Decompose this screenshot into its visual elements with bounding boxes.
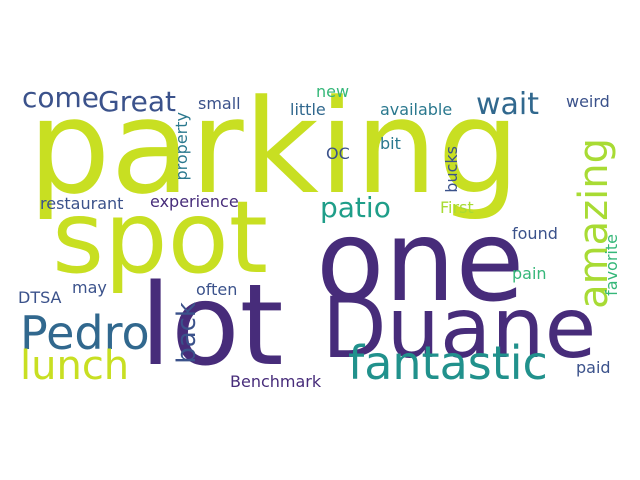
- word-spot: spot: [52, 179, 268, 296]
- word-little: little: [290, 100, 326, 119]
- word-property: property: [172, 112, 191, 181]
- word-pedro: Pedro: [20, 306, 150, 360]
- word-duane: Duane: [322, 279, 597, 377]
- word-may: may: [72, 278, 107, 297]
- word-often: often: [196, 280, 238, 299]
- word-one: one: [316, 197, 525, 327]
- word-back: back: [172, 302, 202, 364]
- word-experience: experience: [150, 192, 239, 211]
- word-first: First: [440, 198, 474, 217]
- word-weird: weird: [566, 92, 610, 111]
- word-lunch: lunch: [20, 343, 130, 389]
- word-paid: paid: [576, 358, 611, 377]
- word-wait: wait: [476, 87, 540, 122]
- word-great: Great: [98, 85, 176, 118]
- word-fantastic: fantastic: [348, 336, 548, 390]
- word-lot: lot: [140, 261, 284, 391]
- word-dtsa: DTSA: [18, 288, 62, 307]
- word-come: come: [22, 81, 100, 114]
- word-parking: parking: [28, 71, 520, 223]
- word-restaurant: restaurant: [40, 194, 124, 213]
- word-bucks: bucks: [442, 146, 461, 193]
- word-found: found: [512, 224, 558, 243]
- word-favorite: favorite: [602, 234, 621, 296]
- word-benchmark: Benchmark: [230, 372, 322, 391]
- word-available: available: [380, 100, 453, 119]
- word-patio: patio: [320, 191, 391, 224]
- word-oc: OC: [326, 144, 350, 163]
- word-bit: bit: [380, 134, 401, 153]
- word-pain: pain: [512, 264, 547, 283]
- word-small: small: [198, 94, 241, 113]
- word-new: new: [316, 82, 350, 101]
